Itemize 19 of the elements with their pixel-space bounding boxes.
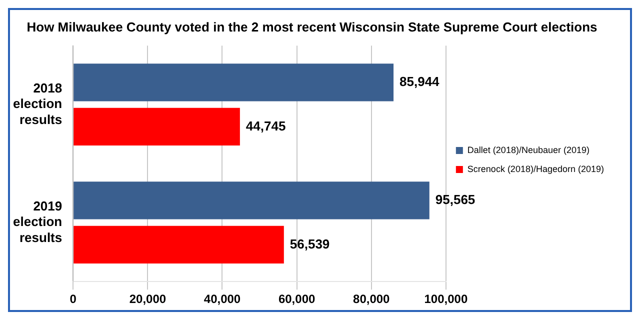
x-tick-label: 60,000	[278, 292, 316, 306]
data-label: 85,944	[400, 74, 440, 90]
data-label: 56,539	[290, 236, 330, 252]
bar	[74, 64, 394, 102]
data-label: 44,745	[246, 118, 286, 134]
legend-label: Dallet (2018)/Neubauer (2019)	[467, 144, 590, 155]
y-tick-label: 2019 election results	[13, 198, 62, 245]
x-tick-label: 20,000	[129, 292, 166, 306]
data-label: 95,565	[435, 192, 476, 208]
x-tick-label: 0	[70, 292, 77, 306]
bar	[74, 182, 430, 220]
chart-title: How Milwaukee County voted in the 2 most recent Wisconsin State Supreme Court elections	[26, 19, 598, 34]
x-tick-label: 100,000	[424, 292, 468, 306]
y-tick-label: 2018 election results	[13, 80, 62, 127]
bar	[74, 226, 284, 264]
x-tick-label: 40,000	[204, 292, 241, 306]
legend-label: Screnock (2018)/Hagedorn (2019)	[467, 164, 604, 174]
x-tick-label: 80,000	[353, 292, 390, 306]
bar	[74, 108, 240, 146]
